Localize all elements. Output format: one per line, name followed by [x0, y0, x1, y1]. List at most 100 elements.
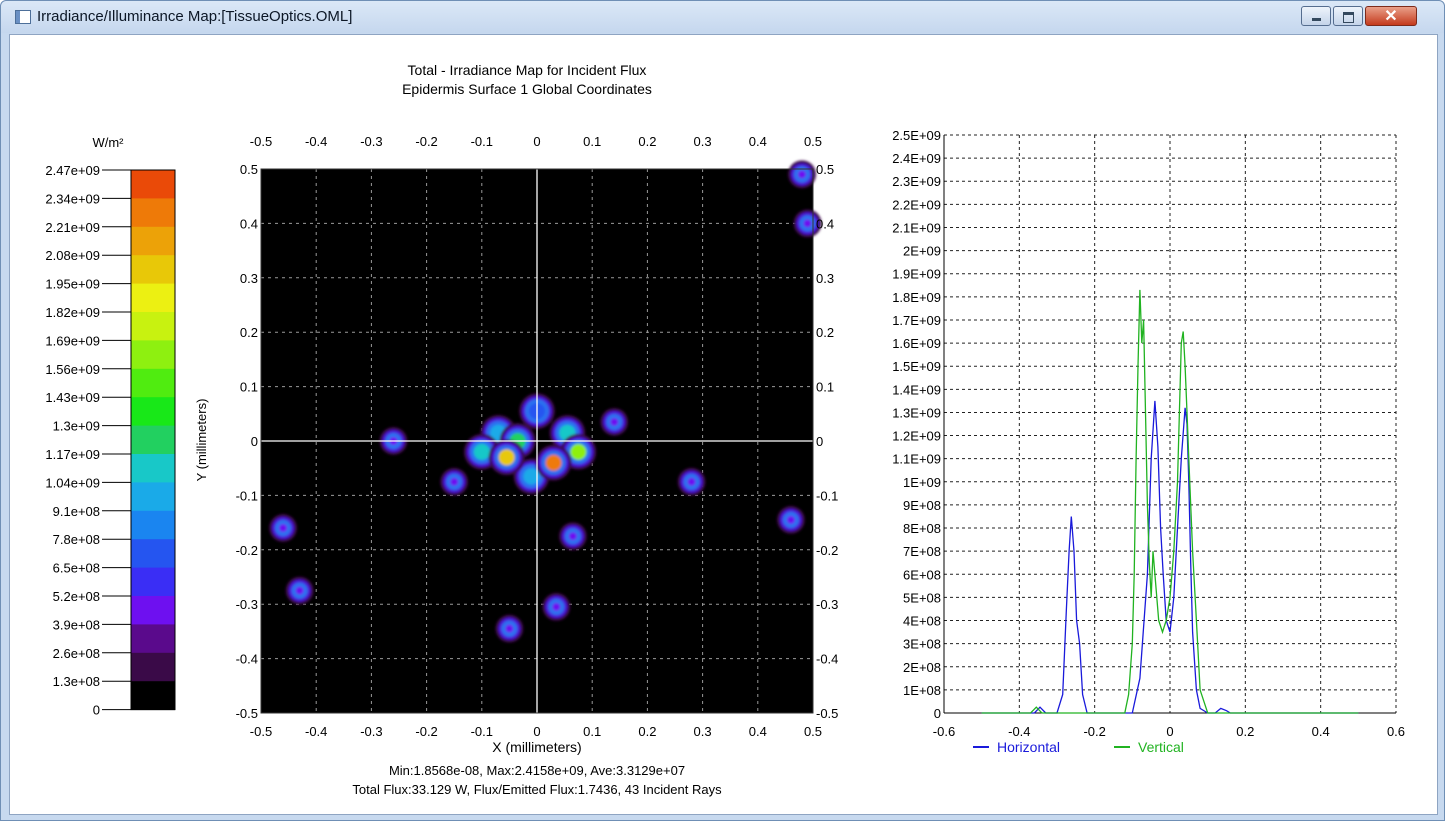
- stats-line-1: Min:1.8568e-08, Max:2.4158e+09, Ave:3.31…: [389, 763, 685, 778]
- heatmap-x-tick-label-top: 0.5: [804, 134, 822, 149]
- line-y-tick-label: 2.3E+09: [892, 174, 941, 189]
- stats-line-2: Total Flux:33.129 W, Flux/Emitted Flux:1…: [352, 782, 722, 797]
- heatmap-y-tick-label-right: 0.2: [816, 325, 834, 340]
- heatmap-x-tick-label-top: 0.2: [638, 134, 656, 149]
- heatmap-spot-core: [450, 477, 459, 486]
- app-window-icon[interactable]: [15, 10, 31, 24]
- heatmap-y-tick-label-right: -0.1: [816, 488, 838, 503]
- heatmap-y-tick-label-left: 0.3: [240, 271, 258, 286]
- line-y-tick-label: 6E+08: [903, 567, 941, 582]
- colorbar-tick-label: 7.8e+08: [53, 532, 100, 547]
- colorbar-segment: [131, 454, 175, 483]
- colorbar-tick-label: 2.6e+08: [53, 646, 100, 661]
- line-y-tick-label: 7E+08: [903, 544, 941, 559]
- heatmap-spots: [269, 160, 822, 643]
- heatmap-x-tick-label-bottom: 0.4: [749, 724, 767, 739]
- heatmap-y-tick-label-right: -0.2: [816, 543, 838, 558]
- heatmap-x-tick-label-bottom: 0.3: [694, 724, 712, 739]
- colorbar-segment: [131, 312, 175, 341]
- line-y-tick-label: 4E+08: [903, 614, 941, 629]
- colorbar-segment: [131, 255, 175, 285]
- title-bar[interactable]: Irradiance/Illuminance Map:[TissueOptics…: [1, 1, 1444, 33]
- heatmap-y-tick-label-left: 0.4: [240, 216, 258, 231]
- colorbar-tick-label: 5.2e+08: [53, 589, 100, 604]
- heatmap-y-tick-label-right: 0.1: [816, 380, 834, 395]
- heatmap-y-tick-label-right: 0: [816, 434, 823, 449]
- heatmap-x-tick-label-top: -0.3: [360, 134, 382, 149]
- heatmap-x-tick-label-bottom: 0.5: [804, 724, 822, 739]
- colorbar-segment: [131, 368, 175, 398]
- colorbar-tick-label: 1.69e+09: [45, 333, 100, 348]
- heatmap-y-tick-label-left: 0.5: [240, 162, 258, 177]
- colorbar-tick-label: 2.47e+09: [45, 163, 100, 178]
- heatmap-y-tick-label-right: 0.5: [816, 162, 834, 177]
- colorbar-segment: [131, 596, 175, 625]
- legend-label-vertical: Vertical: [1138, 739, 1184, 755]
- heatmap-x-tick-label-bottom: -0.3: [360, 724, 382, 739]
- colorbar-tick-label: 1.95e+09: [45, 277, 100, 292]
- line-y-tick-label: 0: [934, 706, 941, 721]
- close-button[interactable]: ✕: [1365, 6, 1417, 26]
- close-icon: ✕: [1384, 8, 1398, 25]
- heatmap-x-tick-label-bottom: -0.5: [250, 724, 272, 739]
- colorbar-tick-label: 6.5e+08: [53, 561, 100, 576]
- heatmap-y-tick-label-left: -0.3: [236, 597, 258, 612]
- heatmap-spot-core: [279, 524, 288, 533]
- line-y-tick-label: 2E+09: [903, 244, 941, 259]
- line-y-tick-label: 2E+08: [903, 660, 941, 675]
- heatmap-spot-core: [610, 417, 619, 426]
- colorbar-segment: [131, 226, 175, 256]
- heatmap-x-tick-label-top: 0.3: [694, 134, 712, 149]
- heatmap-x-tick-label-bottom: 0: [533, 724, 540, 739]
- line-y-tick-label: 1.2E+09: [892, 429, 941, 444]
- heatmap-x-tick-label-top: -0.1: [471, 134, 493, 149]
- colorbar-tick-label: 2.34e+09: [45, 191, 100, 206]
- colorbar-tick-label: 1.43e+09: [45, 390, 100, 405]
- heatmap-x-tick-label-bottom: -0.4: [305, 724, 327, 739]
- heatmap-y-tick-label-left: 0.2: [240, 325, 258, 340]
- heatmap-x-tick-label-bottom: -0.1: [471, 724, 493, 739]
- colorbar-segment: [131, 539, 175, 569]
- line-y-tick-label: 1.4E+09: [892, 382, 941, 397]
- colorbar-segment: [131, 482, 175, 512]
- chart-title: Total - Irradiance Map for Incident Flux: [408, 62, 647, 78]
- colorbar-segment: [131, 340, 175, 370]
- heatmap-spot-core: [552, 602, 561, 611]
- line-y-tick-label: 2.2E+09: [892, 197, 941, 212]
- colorbar-tick-label: 2.08e+09: [45, 248, 100, 263]
- heatmap-x-tick-label-bottom: 0.2: [638, 724, 656, 739]
- colorbar-segment: [131, 170, 175, 199]
- heatmap-x-tick-label-top: 0.4: [749, 134, 767, 149]
- line-y-tick-label: 1.8E+09: [892, 290, 941, 305]
- minimize-button[interactable]: [1301, 6, 1331, 26]
- line-x-tick-label: 0: [1166, 724, 1173, 739]
- heatmap-spot-core: [505, 624, 514, 633]
- line-y-tick-label: 1E+09: [903, 475, 941, 490]
- line-y-tick-label: 8E+08: [903, 521, 941, 536]
- line-y-tick-label: 1.3E+09: [892, 405, 941, 420]
- line-y-tick-label: 1.9E+09: [892, 267, 941, 282]
- heatmap-x-tick-label-bottom: -0.2: [415, 724, 437, 739]
- series-line-vertical: [981, 289, 1359, 714]
- colorbar-tick-label: 1.82e+09: [45, 305, 100, 320]
- colorbar-segment: [131, 681, 175, 711]
- line-y-tick-label: 2.4E+09: [892, 151, 941, 166]
- heatmap-spot-core: [786, 515, 795, 524]
- colorbar-tick-label: 2.21e+09: [45, 220, 100, 235]
- heatmap-y-tick-label-right: 0.4: [816, 216, 834, 231]
- colorbar-tick-label: 1.3e+09: [53, 419, 100, 434]
- colorbar-segment: [131, 425, 175, 455]
- line-y-tick-label: 1.7E+09: [892, 313, 941, 328]
- line-x-tick-label: -0.4: [1008, 724, 1030, 739]
- heatmap-y-tick-label-left: 0.1: [240, 380, 258, 395]
- colorbar-tick-label: 1.56e+09: [45, 362, 100, 377]
- heatmap-y-axis-label: Y (millimeters): [194, 399, 209, 482]
- maximize-button[interactable]: [1333, 6, 1363, 26]
- heatmap-spot-core: [687, 477, 696, 486]
- heatmap-x-axis-label: X (millimeters): [492, 739, 581, 755]
- chart-subtitle: Epidermis Surface 1 Global Coordinates: [402, 81, 652, 97]
- colorbar-segment: [131, 567, 175, 597]
- heatmap-frame: [260, 168, 814, 714]
- line-y-tick-label: 1.1E+09: [892, 452, 941, 467]
